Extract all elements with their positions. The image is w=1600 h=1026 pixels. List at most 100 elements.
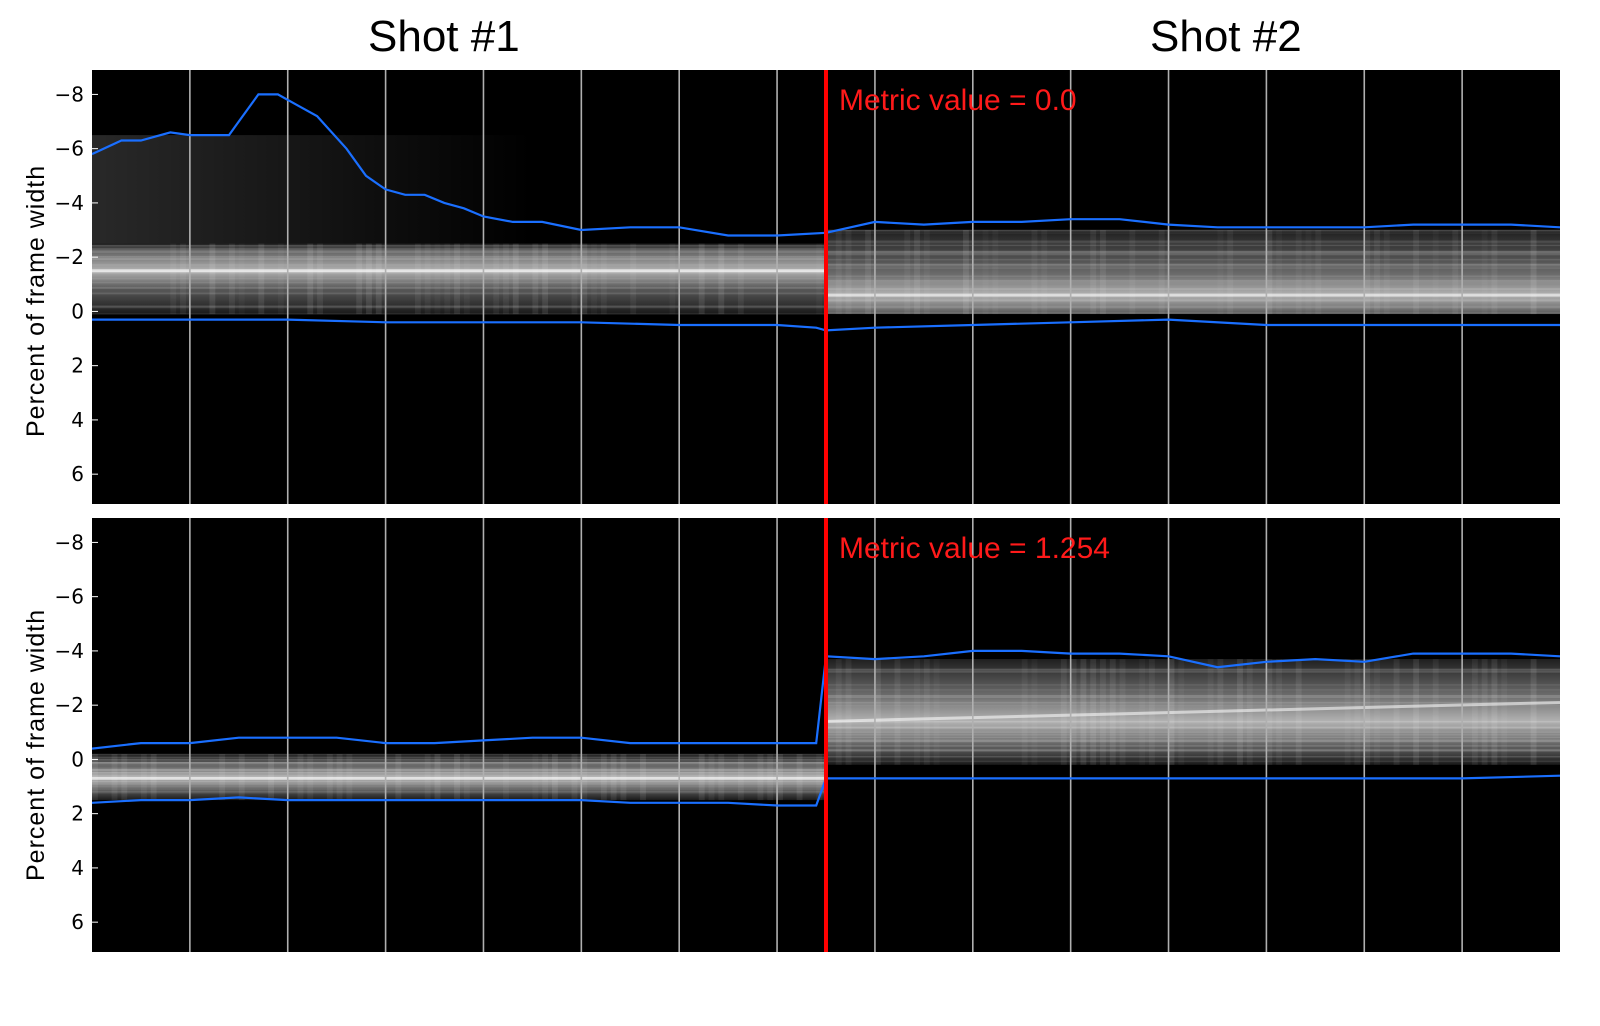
band-flicker [1413,230,1420,315]
band-flicker [1530,659,1537,765]
band-flicker [180,243,186,315]
y-tick-label: 2 [71,354,84,378]
band-flicker [874,659,881,765]
band-flicker [1393,659,1400,765]
band-flicker [1491,659,1498,765]
band-flicker [1031,230,1038,315]
lower-envelope-line [92,774,1560,807]
y-tick-label: 0 [71,299,84,323]
heatmap-content [92,70,1560,504]
band-flicker [542,243,549,315]
band-flicker [835,659,842,765]
band-flicker [356,243,363,315]
band-flicker [1129,230,1136,315]
lower-envelope-line [92,318,1560,332]
y-tick-label: −6 [55,585,84,609]
band-flicker [1032,659,1038,765]
bottom-heatmap-panel: Metric value = 1.254 −8 −6 −4 −2 0 2 4 6 [55,518,1560,952]
band-flicker [317,243,323,315]
band-flicker [454,243,460,315]
faint-region [92,135,533,244]
band-flicker [923,659,930,765]
metric-value-label: Metric value = 1.254 [839,532,1110,565]
band-flicker [1119,659,1126,765]
band-flicker [1491,230,1498,315]
band-flicker [591,244,597,315]
band-flicker [904,230,911,315]
band-flicker [532,243,539,315]
band-flicker [1266,659,1273,765]
band-flicker [865,230,872,315]
band-flicker [1383,230,1390,315]
band-flicker [1090,230,1097,315]
band-flicker [1344,659,1351,765]
shot-2-title: Shot #2 [1150,12,1302,61]
band-flicker [1354,659,1361,765]
band-flicker [845,659,852,765]
top-heatmap-panel: Metric value = 0.0 −8 −6 −4 −2 0 2 4 6 [55,70,1560,504]
y-tick-label: −2 [55,245,84,269]
band-flicker [424,243,431,315]
band-flicker [366,243,372,315]
band-flicker [1452,230,1459,315]
band-flicker [1501,659,1508,765]
band-flicker [581,243,588,315]
band-flicker [1021,659,1028,765]
band-flicker [435,244,441,315]
heatmap-content [92,518,1560,952]
band-flicker [630,243,637,315]
y-tick-label: −4 [55,191,84,215]
band-peak-line [825,700,1560,723]
band-flicker [1295,659,1302,765]
y-tick-label: 0 [71,747,84,771]
band-flicker [1364,230,1371,315]
band-flicker [229,243,235,315]
band-flicker [1530,230,1537,315]
band-flicker [914,230,920,315]
band-flicker [375,243,382,315]
band-flicker [1109,659,1116,765]
band-flicker [1070,659,1077,765]
band-flicker [503,243,509,315]
shot-1-title: Shot #1 [368,12,520,61]
upper-envelope-line [92,649,1560,750]
intensity-band [92,243,826,315]
band-flicker [1276,230,1282,314]
band-flicker [992,230,998,314]
band-flicker [1227,230,1234,315]
band-flicker [170,243,177,315]
y-tick-label: −6 [55,137,84,161]
band-flicker [1482,230,1488,314]
y-tick-label: −4 [55,639,84,663]
band-flicker [845,230,852,315]
band-flicker [1100,659,1106,765]
band-flicker [239,244,245,315]
band-flicker [444,243,451,315]
band-flicker [1217,230,1223,314]
band-flicker [816,244,822,315]
y-tick-label: −8 [55,530,84,554]
band-flicker [1364,659,1371,765]
band-flicker [983,230,989,314]
band-flicker [414,243,421,315]
band-flicker [278,244,284,315]
band-flicker [307,243,314,315]
y-tick-label: −2 [55,693,84,717]
band-flicker [737,243,744,315]
band-flicker [1041,230,1047,314]
band-flicker [571,243,578,315]
upper-envelope-line [92,93,1560,237]
band-flicker [1481,659,1488,765]
band-flicker [493,243,500,315]
band-flicker [894,659,901,765]
band-flicker [963,230,969,315]
band-flicker [464,244,470,315]
band-flicker [258,243,265,315]
band-flicker [1315,230,1322,315]
band-flicker [835,230,842,315]
band-flicker [698,243,705,315]
band-flicker [1080,659,1087,765]
intensity-band [826,230,1560,315]
band-flicker [1158,230,1165,315]
band-flicker [1100,230,1106,315]
